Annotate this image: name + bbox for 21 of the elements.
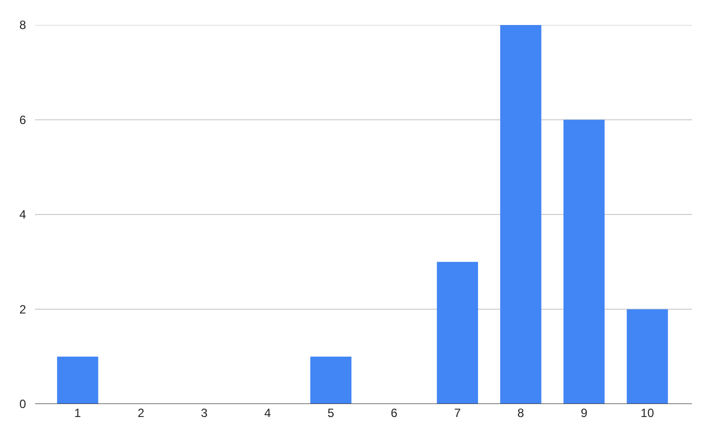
y-tick-label: 6 (19, 112, 26, 127)
bar (57, 356, 98, 404)
x-tick-label: 8 (517, 406, 524, 420)
x-tick-label: 7 (454, 406, 462, 420)
bar (563, 120, 605, 404)
y-tick-label: 2 (19, 302, 26, 316)
x-tick-label: 3 (200, 406, 208, 420)
y-tick-label: 0 (19, 397, 26, 412)
x-tick-label: 6 (390, 406, 398, 420)
bar (500, 25, 542, 404)
x-tick-label: 1 (74, 406, 82, 420)
bar (436, 262, 478, 404)
x-tick-label: 4 (264, 406, 272, 420)
y-tick-label: 8 (19, 18, 26, 32)
x-tick-label: 2 (138, 406, 145, 420)
bar (626, 309, 668, 404)
bar (310, 356, 352, 404)
x-tick-label: 9 (580, 406, 588, 420)
x-tick-label: 5 (328, 406, 335, 420)
x-tick-label: 10 (640, 406, 654, 420)
y-tick-label: 4 (19, 208, 26, 222)
